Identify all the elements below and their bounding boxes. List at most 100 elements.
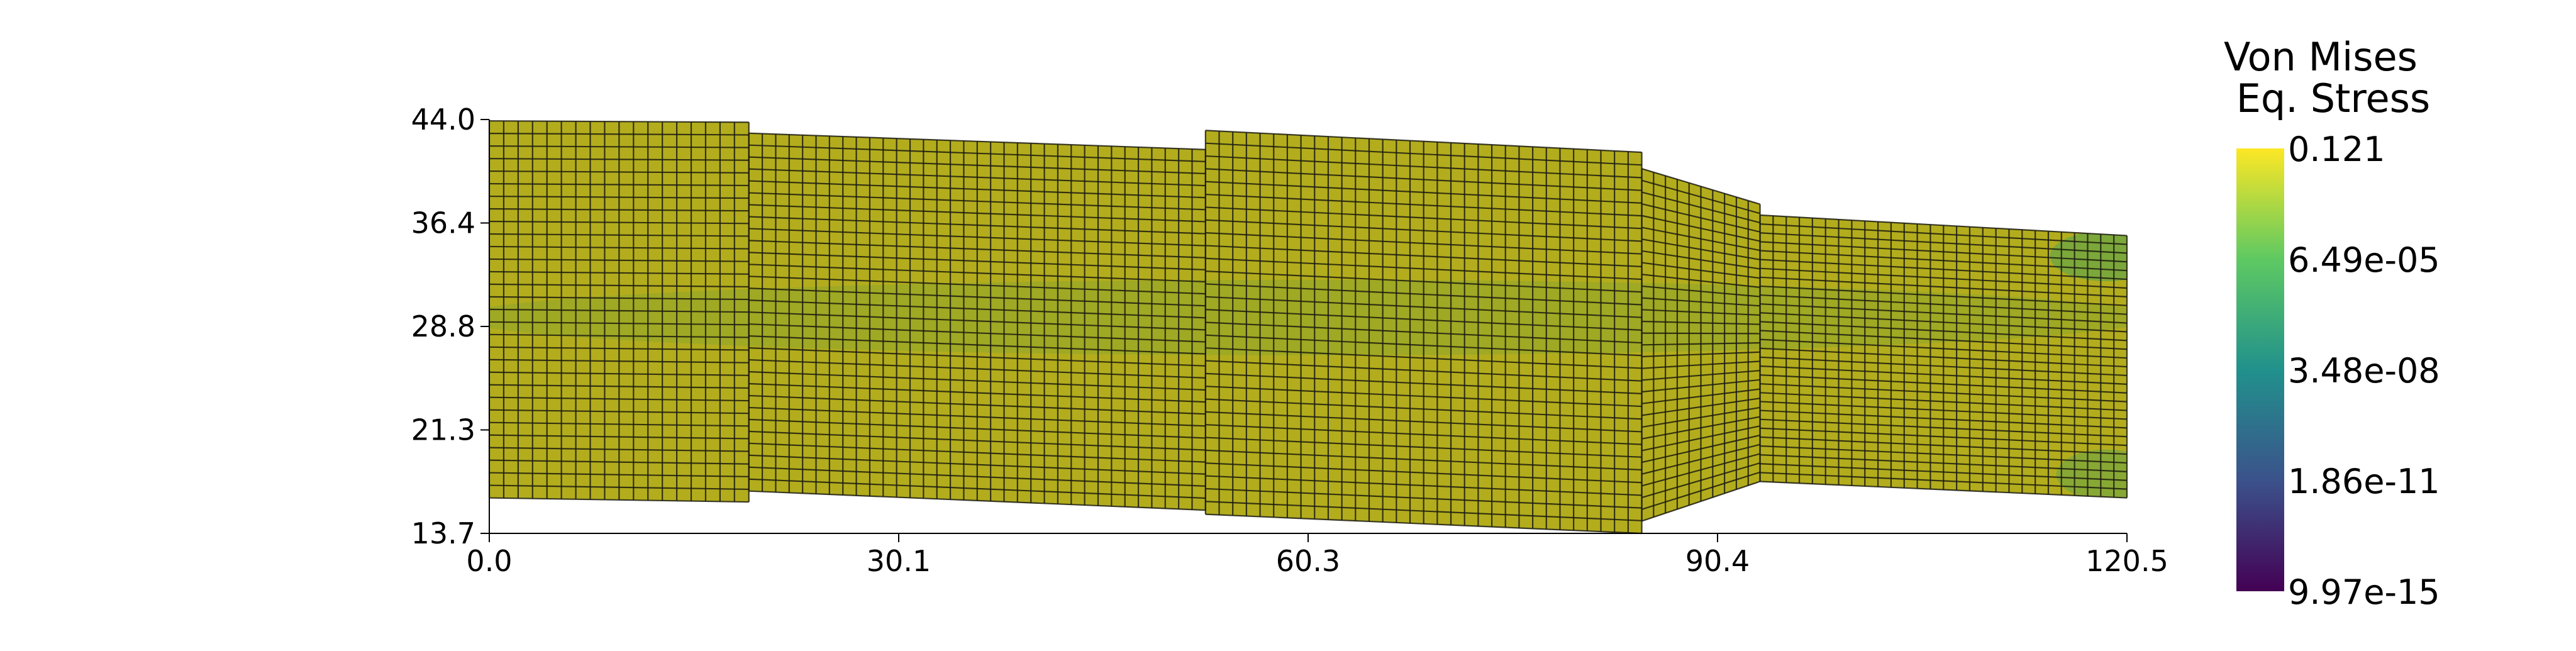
mesh-grid-line [1641,262,1760,279]
mesh-grid-line [489,170,749,174]
stress-shading [2056,449,2127,500]
mesh-grid-line [748,466,1206,487]
mesh-grid-line [1760,445,2128,464]
mesh-grid-line [748,299,1206,319]
mesh-grid-line [489,447,749,452]
mesh-grid-line [1641,342,1760,346]
mesh-grid-line [1760,418,2128,438]
mesh-grid-line [1641,471,1760,510]
y-tick-label: 13.7 [411,516,475,550]
mesh-grid-line [1760,374,2128,394]
mesh-grid-line [489,308,749,313]
mesh-grid-line [1205,270,1642,293]
mesh-grid-line [1205,206,1642,230]
mesh-grid-line [1760,392,2128,411]
mesh-grid-line [748,359,1206,379]
mesh-grid-line [1760,250,2128,272]
mesh-grid-line [489,283,749,288]
mesh-grid-line [1760,338,2128,359]
mesh-grid-line [1641,481,1760,522]
mesh-grid-line [1760,321,2128,342]
mesh-grid-line [1760,427,2128,447]
mesh-grid-line [1641,179,1760,214]
mesh-grid-line [489,220,749,225]
mesh-grid-line [1760,214,2128,236]
mesh-grid-line [1641,203,1760,233]
mesh-grid-line [1205,513,1642,535]
mesh-grid-line [1205,424,1642,445]
colorbar: Von Mises Eq. Stress 0.121 6.49e-05 3.48e-… [2224,34,2440,612]
mesh-segment-grid [1759,214,2128,499]
mesh-grid-line [748,156,1206,175]
mesh-grid-line [1760,365,2128,385]
mesh-grid-line [489,484,749,491]
x-tick-label: 90.4 [1685,544,1750,578]
mesh-grid-line [1641,462,1760,499]
mesh-grid-line [489,145,749,148]
mesh-grid-line [489,182,749,187]
mesh-grid-line [1641,416,1760,440]
mesh-grid-line [1760,347,2128,368]
colorbar-label: 1.86e-11 [2288,462,2440,501]
mesh-grid-line [489,158,749,161]
colorbar-title-line-1: Von Mises [2224,34,2418,80]
colorbar-label: 3.48e-08 [2288,351,2440,391]
mesh-grid-line [1641,425,1760,452]
mesh-grid-line [489,120,749,123]
mesh-grid-line [748,394,1206,415]
mesh-grid-line [1205,475,1642,496]
y-tick-label: 44.0 [411,103,475,136]
mesh-grid-line [1760,223,2128,245]
mesh-grid-line [1205,449,1642,471]
mesh-segment-grid [1641,168,1761,522]
mesh-grid-line [748,287,1206,307]
mesh-grid-line [1641,351,1760,358]
mesh-grid-line [1641,443,1760,475]
stress-shading [489,279,2127,355]
mesh-grid-line [748,311,1206,331]
mesh-grid-line [1760,472,2128,490]
mesh-grid-line [1760,303,2128,324]
mesh-grid-line [1641,453,1760,487]
mesh-grid-line [1641,379,1760,393]
mesh-grid-line [1760,409,2128,429]
mesh-grid-line [1205,219,1642,242]
mesh-grid-line [1641,274,1760,288]
mesh-grid-line [1760,276,2128,298]
x-tick-label: 60.3 [1276,544,1340,578]
mesh-grid-line [1760,356,2128,377]
mesh-grid-line [489,333,749,338]
mesh-grid-line [489,321,749,326]
mesh-grid-line [748,228,1206,247]
mesh-grid-line [748,168,1206,187]
mesh-grid-line [1205,386,1642,408]
mesh-grid-line [748,216,1206,235]
x-tick-label: 30.1 [867,544,931,578]
mesh-grid-line [1760,241,2128,263]
mesh-grid-line [489,371,749,376]
mesh-grid-line [748,240,1206,259]
mesh-grid-line [748,478,1206,499]
mesh-segment-grid [1204,130,1643,535]
mesh-grid-line [1641,226,1760,252]
mesh-grid-line [1760,454,2128,472]
mesh-grid-line [748,442,1206,463]
mesh-grid-line [1641,434,1760,464]
mesh-grid-line [1641,309,1760,316]
mesh-grid-line [1641,214,1760,242]
mesh-grid-line [489,409,749,415]
mesh-grid-line [1760,481,2128,499]
mesh-grid-line [1641,360,1760,369]
mesh-grid-line [1760,330,2128,350]
mesh-grid-line [489,472,749,477]
mesh-grid-line [1205,257,1642,281]
mesh-grid-line [1760,383,2128,403]
mesh-grid-line [748,370,1206,391]
plot-area [488,120,2128,535]
mesh-grid-line [748,418,1206,439]
mesh-grid-line [748,252,1206,270]
mesh-grid-line [1760,285,2128,306]
mesh-grid-line [489,359,749,364]
